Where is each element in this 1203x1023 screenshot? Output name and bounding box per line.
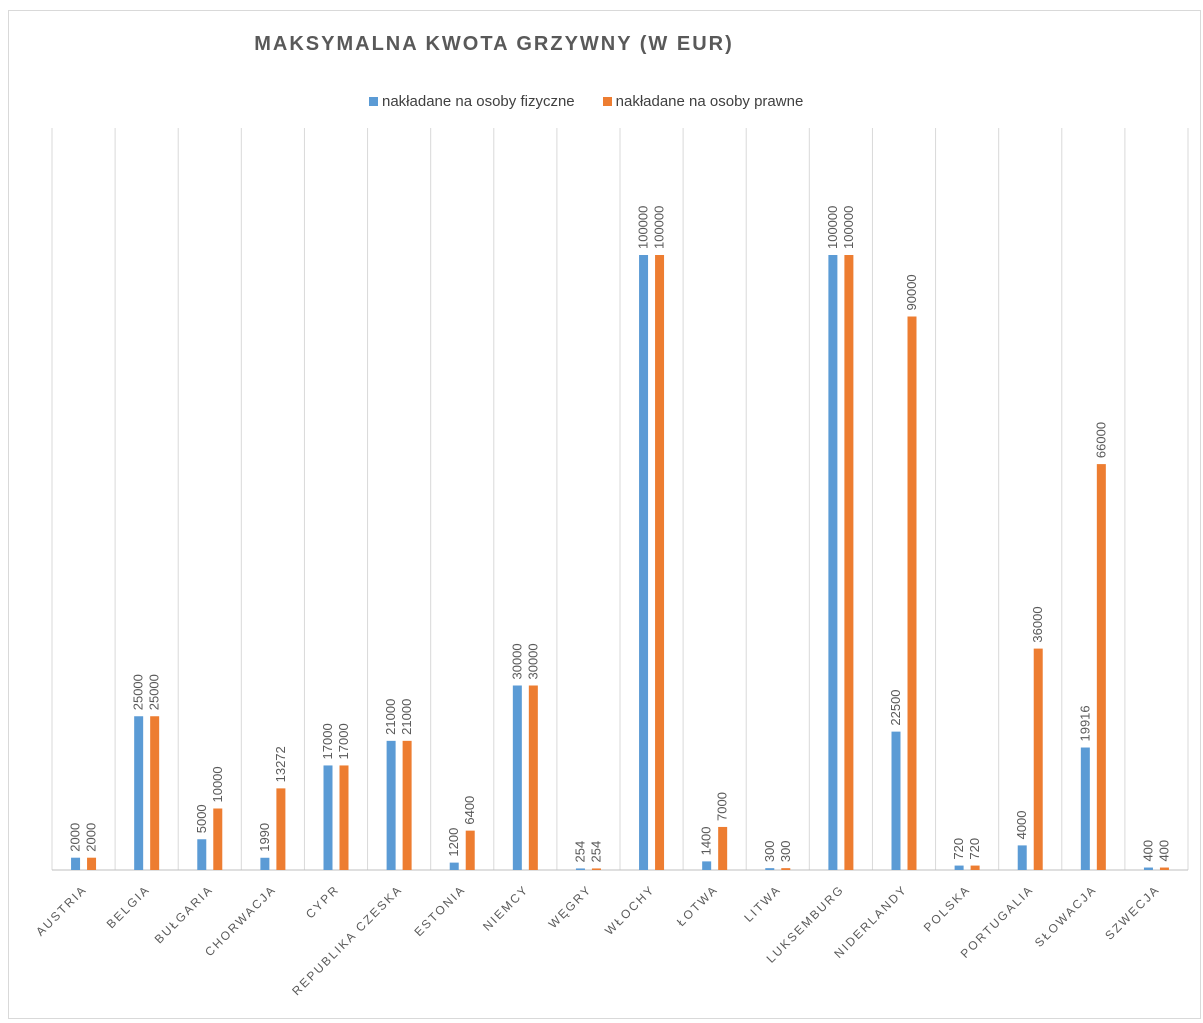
bar: [1096, 464, 1106, 870]
bar: [213, 808, 223, 870]
bar: [87, 857, 97, 870]
bar: [970, 865, 980, 870]
data-label: 2000: [84, 823, 99, 852]
legend-swatch-fizyczne: [369, 97, 378, 106]
bar: [907, 316, 917, 870]
tick-label: AUSTRIA: [33, 882, 90, 939]
data-label: 30000: [525, 643, 540, 679]
chart-frame: MAKSYMALNA KWOTA GRZYWNY (W EUR) nakłada…: [8, 10, 1201, 1019]
data-label: 100000: [652, 206, 667, 249]
tick-label: ESTONIA: [411, 882, 468, 939]
data-label: 400: [1140, 840, 1155, 862]
bar: [323, 765, 333, 870]
bar: [828, 255, 838, 870]
bar: [765, 868, 775, 870]
bar: [891, 731, 901, 870]
tick-label: CYPR: [303, 882, 342, 921]
bar: [591, 868, 601, 870]
bar: [1159, 867, 1169, 870]
bar: [575, 868, 585, 870]
data-label: 17000: [336, 723, 351, 759]
data-label: 4000: [1014, 810, 1029, 839]
tick-label: ŁOTWA: [674, 882, 721, 929]
data-label: 21000: [383, 699, 398, 735]
bar: [449, 862, 459, 870]
bar: [718, 826, 728, 870]
data-label: 17000: [320, 723, 335, 759]
tick-label: WŁOCHY: [602, 882, 658, 938]
bar: [844, 255, 854, 870]
data-label: 66000: [1093, 422, 1108, 458]
data-label: 30000: [509, 643, 524, 679]
legend-item-fizyczne: nakładane na osoby fizyczne: [369, 93, 575, 110]
data-label: 300: [778, 840, 793, 862]
bar: [1143, 867, 1153, 870]
legend-item-prawne: nakładane na osoby prawne: [602, 93, 804, 110]
data-label: 25000: [147, 674, 162, 710]
data-label: 21000: [399, 699, 414, 735]
data-label: 1400: [699, 826, 714, 855]
bar: [1033, 648, 1043, 870]
bar: [386, 740, 396, 870]
bar: [276, 788, 286, 870]
data-label: 254: [572, 841, 587, 863]
bar: [639, 255, 649, 870]
bar: [1017, 845, 1027, 870]
data-label: 254: [588, 841, 603, 863]
bar: [465, 830, 475, 870]
bar: [702, 861, 712, 870]
bar: [339, 765, 349, 870]
data-label: 36000: [1030, 606, 1045, 642]
data-label: 720: [951, 838, 966, 860]
bar: [150, 716, 160, 870]
bar: [197, 839, 207, 870]
data-label: 1990: [257, 823, 272, 852]
tick-label: POLSKA: [921, 882, 973, 934]
tick-label: SZWECJA: [1102, 882, 1162, 942]
legend-swatch-prawne: [602, 97, 612, 106]
data-label: 19916: [1077, 705, 1092, 741]
data-label: 300: [762, 840, 777, 862]
data-label: 22500: [888, 689, 903, 725]
data-label: 2000: [68, 823, 83, 852]
tick-label: WĘGRY: [546, 882, 595, 931]
tick-label: BELGIA: [104, 882, 153, 931]
bar: [781, 868, 791, 870]
legend-label-fizyczne: nakładane na osoby fizyczne: [382, 93, 575, 110]
data-label: 10000: [210, 766, 225, 802]
data-label: 25000: [131, 674, 146, 710]
bar: [512, 685, 522, 870]
bar: [402, 740, 412, 870]
legend-label-prawne: nakładane na osoby prawne: [615, 93, 804, 110]
data-label: 90000: [904, 274, 919, 310]
legend: nakładane na osoby fizyczne nakładane na…: [369, 93, 803, 110]
bar: [655, 255, 665, 870]
tick-label: NIEMCY: [480, 882, 531, 933]
data-label: 400: [1156, 840, 1171, 862]
bar: [260, 857, 270, 870]
bar: [134, 716, 144, 870]
tick-label: REPUBLIKA CZESKA: [289, 882, 405, 998]
data-label: 13272: [273, 746, 288, 782]
tick-label: BUŁGARIA: [152, 882, 216, 946]
chart-title: MAKSYMALNA KWOTA GRZYWNY (W EUR): [254, 33, 734, 55]
data-label: 1200: [446, 828, 461, 857]
data-label: 6400: [462, 796, 477, 825]
tick-label: LITWA: [741, 882, 784, 925]
data-label: 100000: [636, 206, 651, 249]
bar: [954, 865, 964, 870]
data-label: 100000: [825, 206, 840, 249]
bar: [1080, 747, 1090, 870]
data-label: 720: [967, 838, 982, 860]
bar: [528, 685, 538, 870]
data-label: 5000: [194, 804, 209, 833]
data-label: 100000: [841, 206, 856, 249]
bar: [71, 857, 81, 870]
tick-label: SŁOWACJA: [1032, 882, 1100, 950]
data-label: 7000: [715, 792, 730, 821]
